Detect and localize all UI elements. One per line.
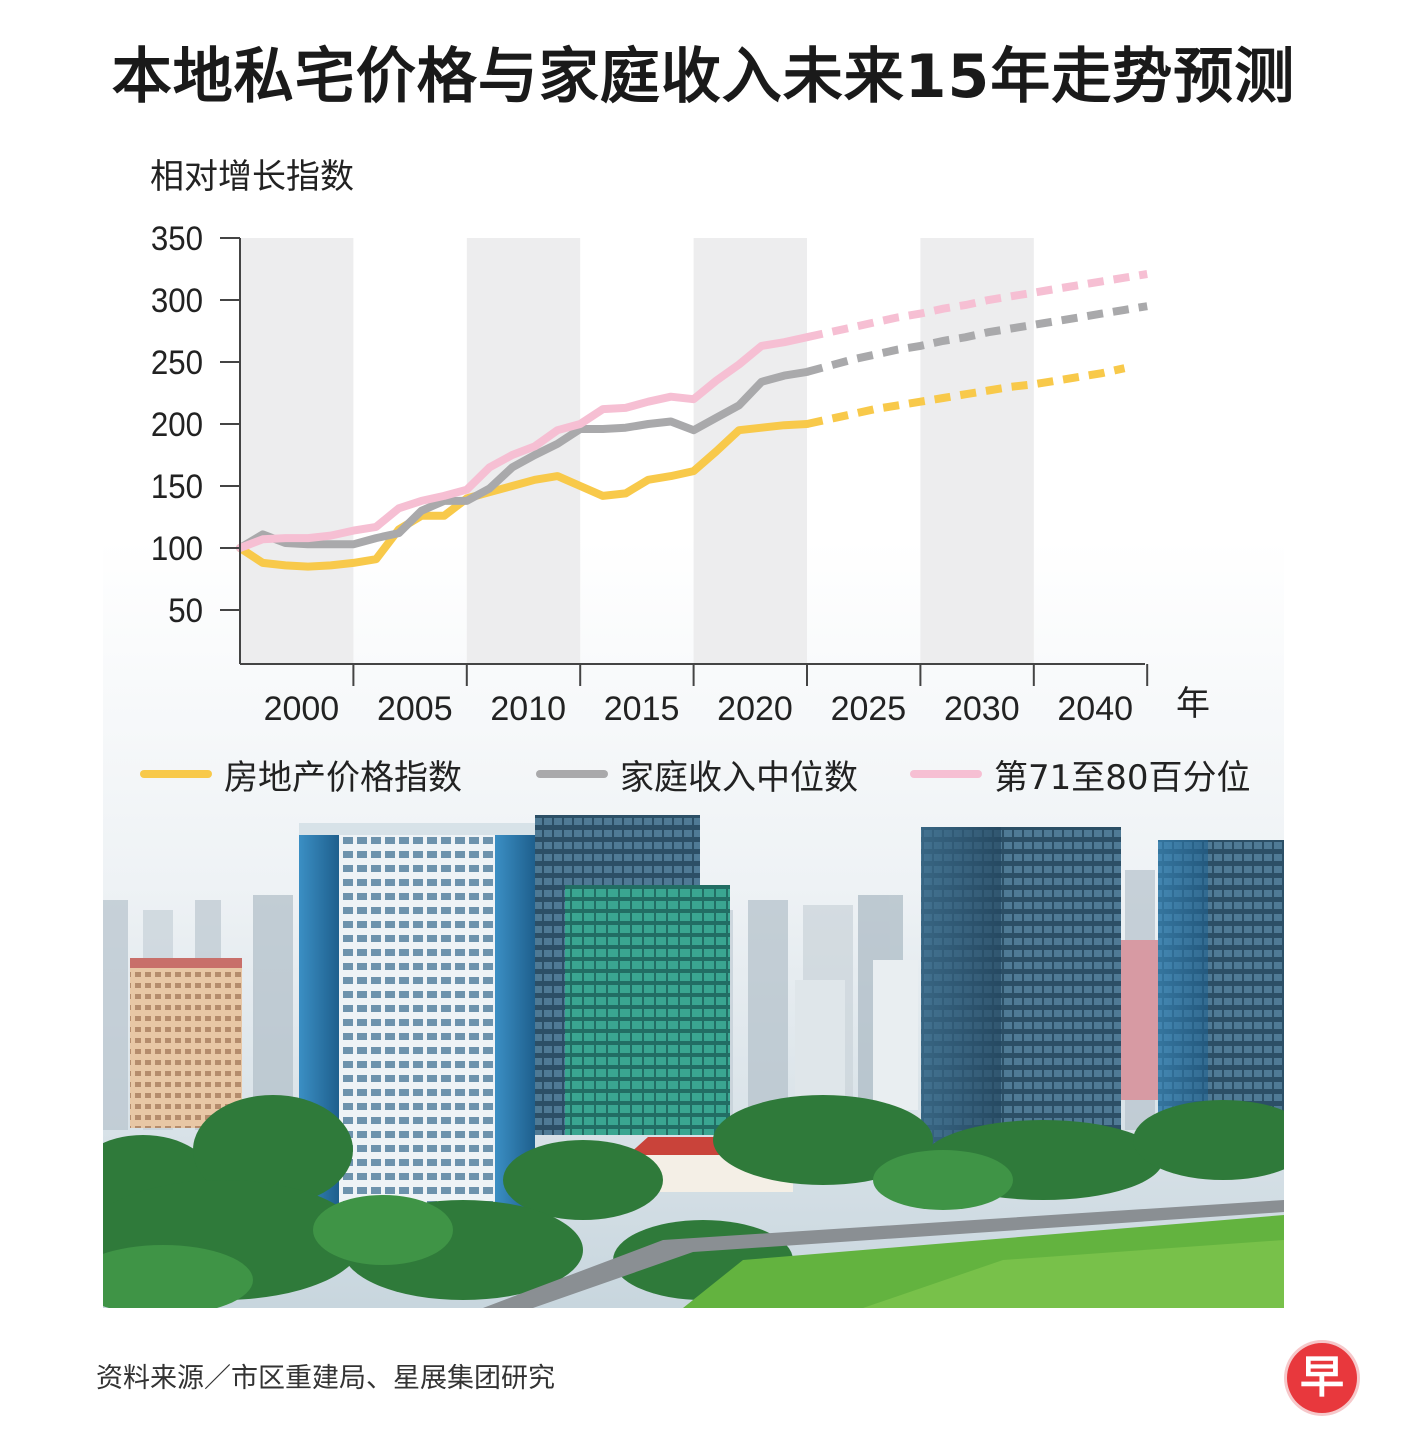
y-tick-label: 100 — [151, 529, 203, 568]
x-tick-label: 2005 — [377, 690, 453, 728]
legend-swatch-yellow — [140, 770, 212, 778]
legend-swatch-pink — [910, 770, 982, 778]
legend-item-price-index: 房地产价格指数 — [140, 752, 462, 798]
legend-swatch-gray — [536, 770, 608, 778]
line-chart: 50 100 150 200 250 300 350 2000 2005 2010 2015 202… — [150, 157, 1210, 728]
legend-label: 家庭收入中位数 — [620, 757, 858, 798]
y-tick-label: 300 — [151, 281, 203, 320]
chart-axes — [239, 238, 1145, 665]
x-tick-label: 2030 — [944, 690, 1020, 728]
shade-band-0 — [240, 238, 354, 664]
legend-item-percentile: 第71至80百分位 — [910, 752, 1251, 798]
shade-band-3 — [920, 238, 1034, 664]
legend-item-median-income: 家庭收入中位数 — [536, 752, 858, 798]
series-line-projection-2 — [806, 270, 1148, 342]
x-tick-label: 2020 — [717, 690, 793, 728]
y-axis-ticks: 50 100 150 200 250 300 350 — [151, 219, 240, 630]
source-credit: 资料来源／市区重建局、星展集团研究 — [96, 1363, 555, 1394]
y-tick-label: 350 — [151, 219, 203, 258]
x-tick-label: 2000 — [264, 690, 340, 728]
series-line-projection-0 — [806, 364, 1126, 428]
y-tick-label: 250 — [151, 343, 203, 382]
y-axis-label: 相对增长指数 — [150, 157, 354, 197]
zaobao-logo: 早 — [1287, 1343, 1357, 1413]
x-tick-label: 2025 — [831, 690, 907, 728]
x-tick-label: 2015 — [604, 690, 680, 728]
series-line-actual-2 — [236, 333, 811, 552]
y-tick-label: 50 — [168, 591, 203, 630]
year-shading-bands — [240, 238, 1034, 664]
y-tick-label: 200 — [151, 405, 203, 444]
y-tick-label: 150 — [151, 467, 203, 506]
legend-label: 房地产价格指数 — [224, 757, 462, 798]
series-line-projection-1 — [805, 302, 1148, 376]
legend-label: 第71至80百分位 — [994, 757, 1251, 798]
x-axis-ticks: 2000 2005 2010 2015 2020 2025 2030 2040 — [264, 664, 1149, 728]
x-axis-label: 年 — [1176, 684, 1210, 724]
series-line-actual-1 — [236, 367, 811, 552]
x-tick-label: 2040 — [1057, 690, 1133, 728]
chart-title: 本地私宅价格与家庭收入未来15年走势预测 — [111, 42, 1296, 112]
series-line-actual-0 — [236, 420, 811, 571]
series-lines — [236, 270, 1148, 571]
x-tick-label: 2010 — [490, 690, 566, 728]
